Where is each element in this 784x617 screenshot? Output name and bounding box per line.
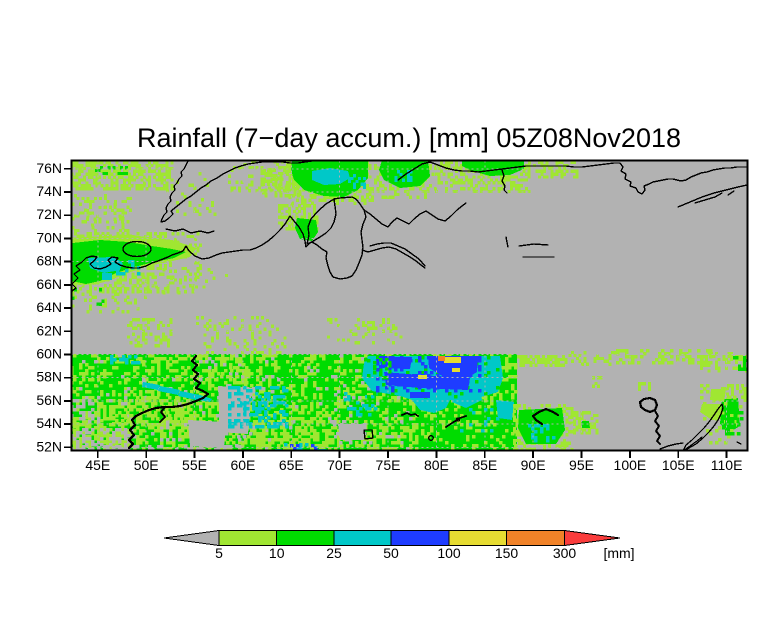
svg-text:Rainfall (7−day accum.) [mm] 0: Rainfall (7−day accum.) [mm] 05Z08Nov201… [137,123,681,153]
